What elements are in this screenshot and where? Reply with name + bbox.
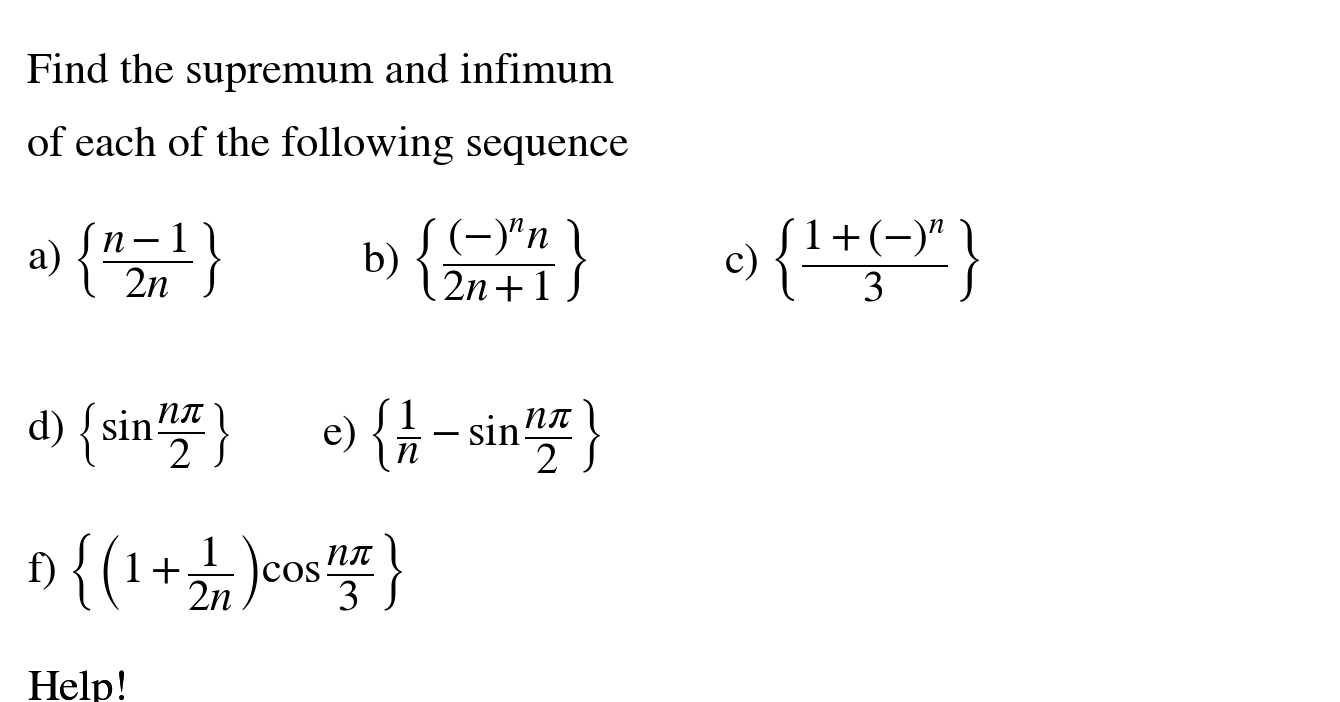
Text: c) $\left\{\dfrac{1+(-)^n}{3}\right\}$: c) $\left\{\dfrac{1+(-)^n}{3}\right\}$ <box>724 216 980 303</box>
Text: f) $\left\{\left(1+\dfrac{1}{2n}\right)\cos\dfrac{n\pi}{3}\right\}$: f) $\left\{\left(1+\dfrac{1}{2n}\right)\… <box>27 531 403 613</box>
Text: e) $\left\{\dfrac{1}{n} - \sin\dfrac{n\pi}{2}\right\}$: e) $\left\{\dfrac{1}{n} - \sin\dfrac{n\p… <box>322 396 600 475</box>
Text: d) $\left\{\sin\dfrac{n\pi}{2}\right\}$: d) $\left\{\sin\dfrac{n\pi}{2}\right\}$ <box>27 400 230 470</box>
Text: Find the supremum and infimum: Find the supremum and infimum <box>27 53 614 92</box>
Text: of each of the following sequence: of each of the following sequence <box>27 126 628 166</box>
Text: a) $\left\{\dfrac{n-1}{2n}\right\}$: a) $\left\{\dfrac{n-1}{2n}\right\}$ <box>27 220 221 300</box>
Text: Help!: Help! <box>27 670 129 702</box>
Text: b) $\left\{\dfrac{(-)^n n}{2n+1}\right\}$: b) $\left\{\dfrac{(-)^n n}{2n+1}\right\}… <box>362 216 587 303</box>
Text: Help!: Help! <box>27 670 129 702</box>
